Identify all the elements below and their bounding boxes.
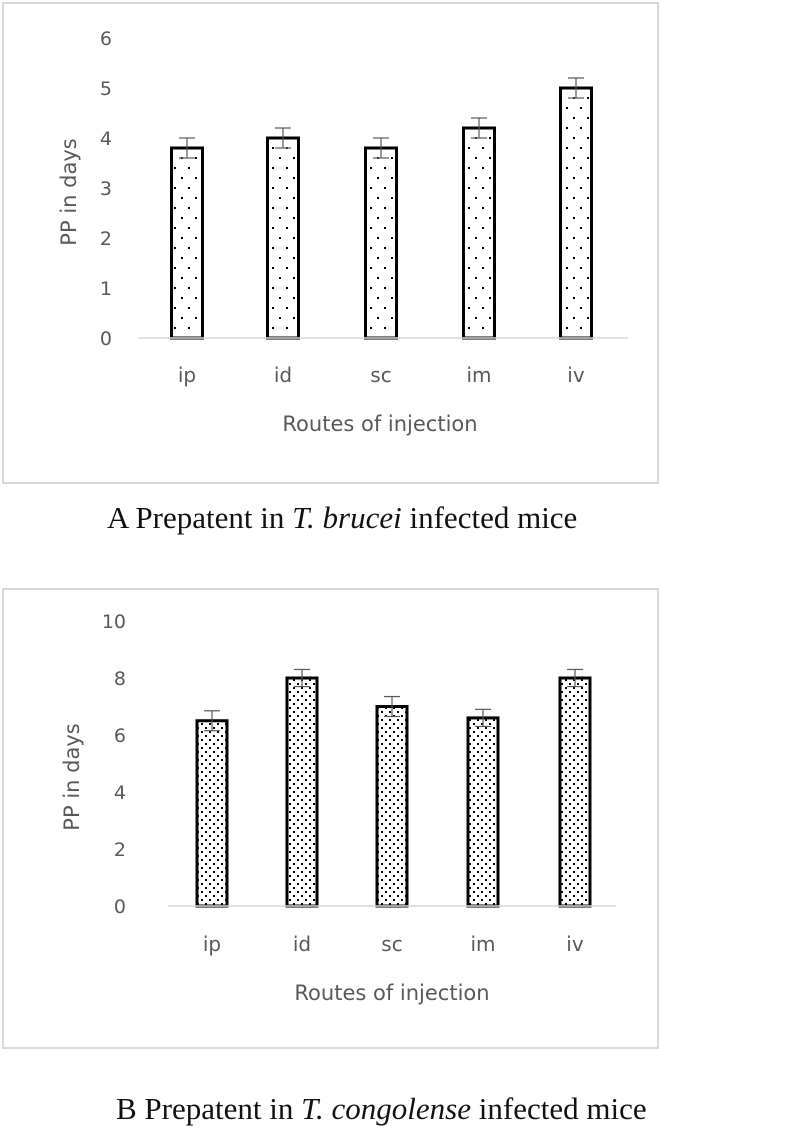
y-tick-label: 3 <box>100 178 112 200</box>
y-tick-label: 0 <box>114 896 126 918</box>
caption-a-suffix: infected mice <box>401 500 578 535</box>
chart-b-frame: 0 2 4 6 8 10 ip id sc im iv PP in days Routes of … <box>2 588 659 1049</box>
bars <box>170 86 593 340</box>
y-tick-label: 6 <box>114 725 126 747</box>
x-tick-label-sc: sc <box>381 932 402 956</box>
y-tick-label: 8 <box>114 668 126 690</box>
x-tick-label-id: id <box>274 363 292 387</box>
y-tick-label: 10 <box>102 611 126 633</box>
bar-id <box>285 676 319 908</box>
error-bars <box>179 77 584 159</box>
bar-id <box>266 136 300 340</box>
chart-a-frame: 0 1 2 3 4 5 6 ip id sc im iv PP in days Routes of … <box>2 2 659 484</box>
x-tick-label-iv: iv <box>566 932 584 956</box>
bar-im <box>462 126 496 340</box>
x-tick-label-im: im <box>466 363 491 387</box>
x-axis-ticks: ip id sc im iv <box>203 932 584 956</box>
caption-b-prefix: B Prepatent in <box>116 1091 302 1126</box>
y-axis-title: PP in days <box>60 723 84 830</box>
bar-ip <box>195 719 229 908</box>
y-axis-title: PP in days <box>57 138 81 245</box>
y-tick-label: 2 <box>114 839 126 861</box>
caption-b: B Prepatent in T. congolense infected mi… <box>116 1091 647 1127</box>
bar-sc <box>364 146 398 340</box>
chart-a-plot: 0 1 2 3 4 5 6 ip id sc im iv PP in days Routes of … <box>57 28 628 436</box>
y-tick-label: 6 <box>100 28 112 50</box>
error-bars <box>204 668 583 732</box>
caption-b-suffix: infected mice <box>471 1091 647 1126</box>
x-tick-label-ip: ip <box>203 932 221 956</box>
caption-a-species: T. brucei <box>292 500 402 535</box>
y-axis-ticks: 0 1 2 3 4 5 6 <box>100 28 112 350</box>
caption-a: A Prepatent in T. brucei infected mice <box>107 500 577 536</box>
bar-sc <box>375 705 409 908</box>
x-tick-label-id: id <box>293 932 311 956</box>
x-axis-ticks: ip id sc im iv <box>178 363 585 387</box>
caption-b-species: T. congolense <box>301 1091 472 1126</box>
bars <box>195 676 592 908</box>
x-tick-label-iv: iv <box>567 363 585 387</box>
y-tick-label: 0 <box>100 328 112 350</box>
bar-ip <box>170 146 204 340</box>
y-axis-ticks: 0 2 4 6 8 10 <box>102 611 126 918</box>
bar-iv <box>559 86 593 340</box>
x-axis-title: Routes of injection <box>294 981 489 1005</box>
y-tick-label: 2 <box>100 228 112 250</box>
x-axis-title: Routes of injection <box>282 412 477 436</box>
y-tick-label: 1 <box>100 278 112 300</box>
bar-iv <box>558 676 592 908</box>
x-tick-label-im: im <box>470 932 495 956</box>
x-tick-label-sc: sc <box>370 363 391 387</box>
x-tick-label-ip: ip <box>178 363 196 387</box>
chart-b-plot: 0 2 4 6 8 10 ip id sc im iv PP in days Routes of … <box>60 611 616 1005</box>
bar-im <box>466 716 500 908</box>
y-tick-label: 5 <box>100 78 112 100</box>
y-tick-label: 4 <box>100 128 112 150</box>
y-tick-label: 4 <box>114 782 126 804</box>
caption-a-prefix: A Prepatent in <box>107 500 293 535</box>
